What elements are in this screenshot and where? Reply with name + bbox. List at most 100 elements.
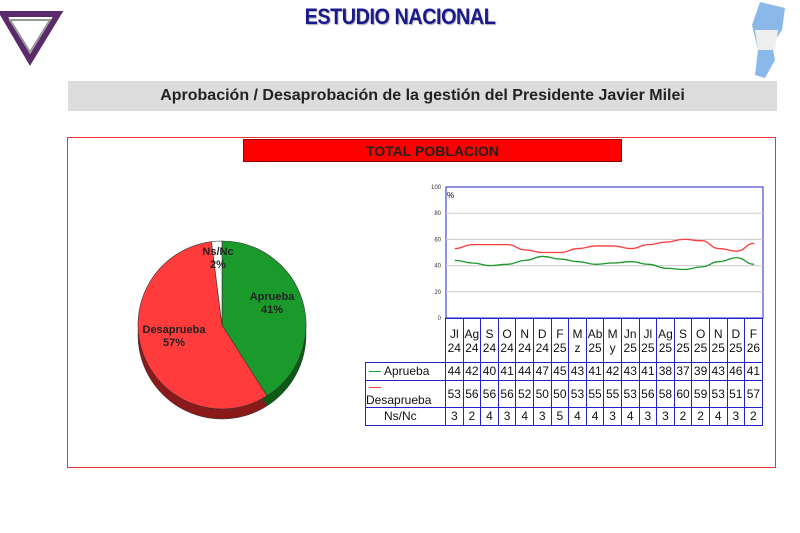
table-cell: 4 — [620, 407, 640, 426]
table-cell: 57 — [744, 380, 763, 408]
table-cell: 42 — [603, 362, 622, 381]
table-cell: 43 — [568, 362, 587, 381]
table-cell: 3 — [497, 407, 517, 426]
y-tick-label: 60 — [434, 237, 441, 243]
table-row: Ns/Nc 3 2 4 3 4 3 5 4 4 3 4 3 3 2 2 4 3 2 — [365, 407, 763, 426]
table-cell: 37 — [673, 362, 693, 381]
category-header: O 25 — [691, 318, 710, 363]
pie-slice-aprueba — [221, 240, 307, 397]
table-cell: 53 — [708, 380, 728, 408]
table-row: Desaprueba 53 56 56 56 52 50 50 53 55 55 53 56 58 60 59… — [365, 380, 763, 408]
y-axis-label: % — [447, 191, 454, 200]
table-cell: 50 — [532, 380, 552, 408]
table-cell: 44 — [445, 362, 464, 381]
table-cell: 41 — [497, 362, 517, 381]
logo-triangle-icon — [0, 11, 64, 66]
category-header: N 24 — [515, 318, 534, 363]
total-poblacion-banner: TOTAL POBLACION — [243, 139, 622, 162]
chart-frame — [67, 137, 776, 468]
table-cell: 4 — [585, 407, 605, 426]
table-cell: 56 — [462, 380, 482, 408]
table-cell: 2 — [744, 407, 763, 426]
category-header: S 25 — [673, 318, 693, 363]
table-cell: 3 — [726, 407, 746, 426]
page-title: ESTUDIO NACIONAL — [304, 4, 496, 29]
table-cell: 41 — [744, 362, 763, 381]
table-cell: 2 — [462, 407, 482, 426]
category-header: D 24 — [532, 318, 552, 363]
y-tick-label: 20 — [434, 290, 441, 296]
table-cell: 43 — [708, 362, 728, 381]
table-cell: 56 — [497, 380, 517, 408]
table-cell: 44 — [515, 362, 534, 381]
table-cell: 53 — [568, 380, 587, 408]
table-cell: 3 — [445, 407, 464, 426]
legend-cell: Desaprueba — [365, 380, 446, 408]
table-cell: 4 — [480, 407, 499, 426]
series-line-aprueba — [454, 255, 755, 271]
pie-label: Desaprueba — [143, 324, 207, 336]
legend-line-icon — [369, 387, 381, 389]
table-cell: 2 — [691, 407, 710, 426]
table-cell: 46 — [726, 362, 746, 381]
category-header: F 26 — [744, 318, 763, 363]
argentina-map-icon — [752, 2, 785, 78]
y-tick-label: 40 — [434, 264, 441, 270]
slide-subtitle: Aprobación / Desaprobación de la gestión… — [68, 81, 777, 111]
table-cell: 53 — [620, 380, 640, 408]
table-cell: 4 — [515, 407, 534, 426]
table-cell: 38 — [656, 362, 675, 381]
series-line-desaprueba — [454, 238, 755, 254]
table-cell: 43 — [620, 362, 640, 381]
table-cell: 51 — [726, 380, 746, 408]
table-cell: 41 — [638, 362, 658, 381]
table-cell: 59 — [691, 380, 710, 408]
table-corner — [365, 318, 446, 363]
table-cell: 58 — [656, 380, 675, 408]
table-cell: 4 — [708, 407, 728, 426]
table-cell: 45 — [550, 362, 570, 381]
table-cell: 41 — [585, 362, 605, 381]
category-header: D 25 — [726, 318, 746, 363]
pie-value: 2% — [210, 259, 226, 271]
table-cell: 3 — [532, 407, 552, 426]
plot-area — [445, 186, 764, 319]
category-header: Ag 25 — [656, 318, 675, 363]
table-cell: 3 — [656, 407, 675, 426]
category-header: Jn 25 — [620, 318, 640, 363]
table-cell: 55 — [585, 380, 605, 408]
table-cell: 47 — [532, 362, 552, 381]
category-header: Ab 25 — [585, 318, 605, 363]
table-cell: 40 — [480, 362, 499, 381]
table-cell: 53 — [445, 380, 464, 408]
category-header: N 25 — [708, 318, 728, 363]
table-cell: 56 — [480, 380, 499, 408]
table-cell: 39 — [691, 362, 710, 381]
table-cell: 2 — [673, 407, 693, 426]
pie-value: 57% — [163, 337, 185, 349]
table-cell: 3 — [638, 407, 658, 426]
legend-cell: Aprueba — [365, 362, 446, 381]
category-header: Jl 24 — [445, 318, 464, 363]
table-cell: 56 — [638, 380, 658, 408]
table-cell: 5 — [550, 407, 570, 426]
table-cell: 55 — [603, 380, 622, 408]
pie-slice-nsnc — [211, 240, 223, 326]
legend-line-icon — [369, 371, 381, 373]
table-cell: 52 — [515, 380, 534, 408]
category-header: S 24 — [480, 318, 499, 363]
table-cell: 60 — [673, 380, 693, 408]
category-header: Ag 24 — [462, 318, 482, 363]
table-cell: 4 — [568, 407, 587, 426]
category-header: O 24 — [497, 318, 517, 363]
table-cell: 3 — [603, 407, 622, 426]
pie-label: Aprueba — [250, 291, 296, 303]
table-row: Aprueba 44 42 40 41 44 47 45 43 41 42 43 41 38 37 39 43 4… — [365, 362, 763, 381]
legend-cell: Ns/Nc — [365, 407, 446, 426]
pie-label: Ns/Nc — [202, 246, 233, 258]
